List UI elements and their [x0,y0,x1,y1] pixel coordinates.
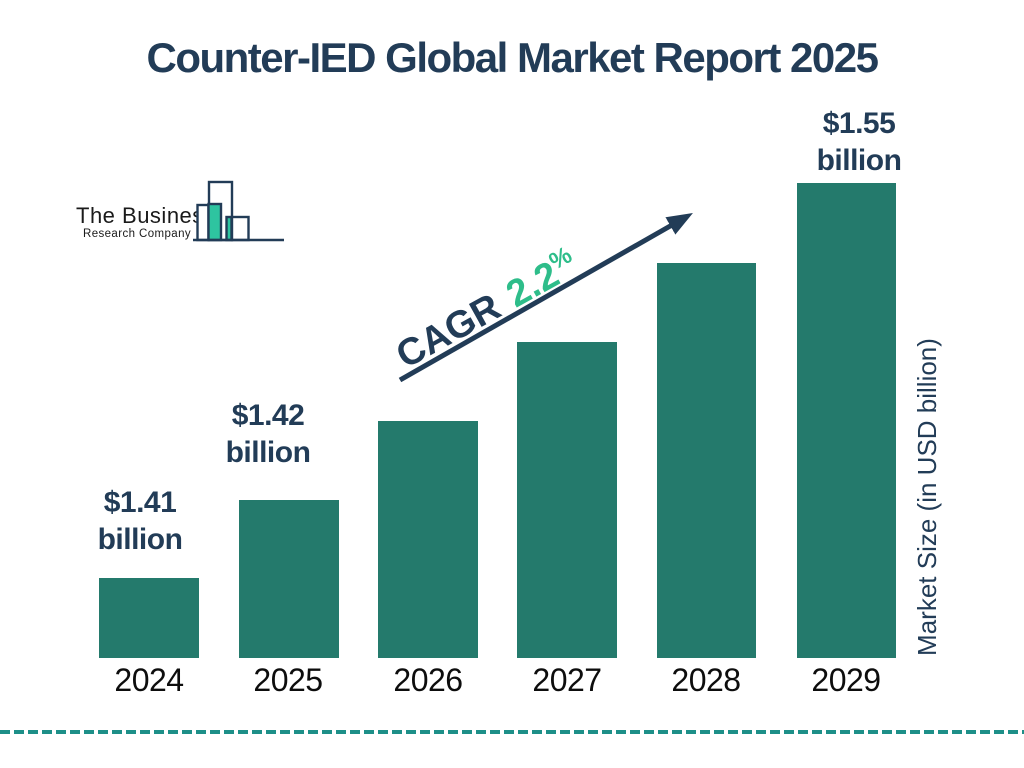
logo-company-subtitle: Research Company [82,228,192,240]
company-logo: The Business Research Company [74,178,286,248]
logo-company-name: The Business [76,203,216,228]
cagr-label: CAGR [389,286,508,377]
bar-2026 [378,421,478,658]
value-unit: billion [225,436,311,469]
x-tick-2024: 2024 [114,662,184,698]
x-tick-2025: 2025 [253,662,323,698]
bar-chart-logo-icon [190,178,290,251]
logo-text: The Business Research Company [76,203,216,241]
value-unit: billion [816,144,902,177]
x-tick-2026: 2026 [393,662,463,698]
y-axis-label: Market Size (in USD billion) [912,338,942,656]
value-amount: $1.42 [231,399,305,432]
value-label-2025: $1.42 billion [208,397,328,471]
value-amount: $1.55 [822,107,896,140]
bottom-dashed-divider [0,730,1024,734]
bar-2024 [99,578,199,658]
bar-2025 [239,500,339,658]
bar-2029 [797,183,896,658]
bar-2028 [657,263,756,658]
page-title: Counter-IED Global Market Report 2025 [146,34,880,81]
x-tick-2029: 2029 [811,662,881,698]
value-label-2029: $1.55 billion [799,105,919,179]
value-unit: billion [97,523,183,556]
x-tick-2027: 2027 [532,662,602,698]
value-amount: $1.41 [103,486,177,519]
value-label-2024: $1.41 billion [80,484,200,558]
bar-2027 [517,342,617,658]
x-tick-2028: 2028 [671,662,741,698]
